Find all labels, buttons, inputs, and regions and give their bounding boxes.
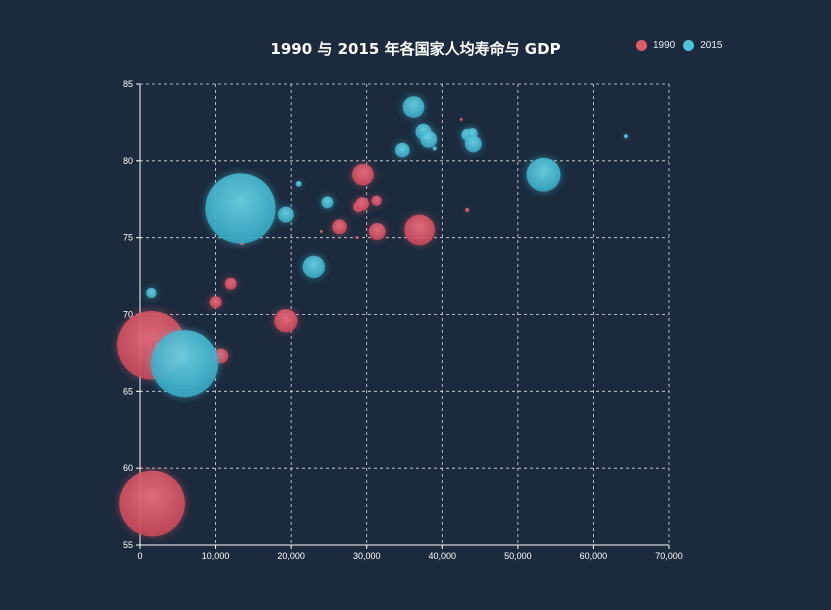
bubble-2015[interactable] — [321, 196, 334, 209]
data-points — [117, 96, 629, 537]
x-tick-label: 50,000 — [504, 551, 532, 561]
bubble-1990[interactable] — [274, 309, 298, 333]
bubble-1990[interactable] — [352, 163, 374, 186]
bubble-1990[interactable] — [459, 117, 463, 121]
bubble-2015[interactable] — [526, 157, 561, 192]
bubble-2015[interactable] — [151, 330, 219, 398]
bubble-1990[interactable] — [209, 296, 222, 309]
legend-label-1990: 1990 — [653, 40, 676, 51]
y-tick-label: 75 — [123, 233, 133, 243]
bubble-2015[interactable] — [394, 142, 410, 158]
bubble-2015[interactable] — [432, 146, 437, 151]
y-tick-label: 60 — [123, 463, 133, 473]
bubble-1990[interactable] — [224, 277, 237, 290]
chart-title: 1990 与 2015 年各国家人均寿命与 GDP — [270, 40, 561, 58]
x-tick-label: 60,000 — [580, 551, 608, 561]
bubble-2015[interactable] — [302, 255, 326, 279]
bubble-2015[interactable] — [402, 96, 425, 118]
bubble-2015[interactable] — [464, 135, 482, 153]
bubble-1990[interactable] — [368, 223, 386, 241]
x-tick-label: 70,000 — [655, 551, 683, 561]
bubble-2015[interactable] — [277, 206, 294, 223]
x-tick-label: 10,000 — [202, 551, 230, 561]
bubble-2015[interactable] — [623, 134, 629, 139]
y-tick-label: 85 — [123, 79, 133, 89]
legend: 1990 2015 — [636, 40, 731, 51]
y-tick-label: 55 — [123, 540, 133, 550]
y-tick-label: 80 — [123, 156, 133, 166]
x-tick-label: 40,000 — [429, 551, 457, 561]
legend-item-1990[interactable]: 1990 — [636, 40, 675, 51]
x-tick-label: 20,000 — [277, 551, 305, 561]
grid-lines — [140, 83, 670, 545]
bubble-2015[interactable] — [146, 287, 157, 299]
bubble-2015[interactable] — [420, 130, 438, 148]
axes: 0 10,000 20,000 30,000 40,000 50,000 60,000 70,… — [123, 79, 683, 561]
bubble-1990[interactable] — [355, 197, 369, 211]
bubble-1990[interactable] — [465, 207, 470, 213]
bubble-1990[interactable] — [332, 219, 347, 235]
bubble-2015[interactable] — [205, 173, 276, 244]
bubble-1990[interactable] — [355, 236, 359, 240]
bubble-1990[interactable] — [119, 470, 185, 537]
legend-marker-2015 — [683, 40, 695, 51]
legend-marker-1990 — [636, 40, 647, 51]
bubble-1990[interactable] — [319, 230, 323, 234]
y-tick-label: 70 — [123, 310, 133, 320]
bubble-1990[interactable] — [371, 195, 382, 206]
bubble-1990[interactable] — [404, 214, 435, 246]
bubble-2015[interactable] — [295, 180, 302, 187]
x-tick-label: 30,000 — [353, 551, 381, 561]
legend-label-2015: 2015 — [700, 40, 723, 51]
x-tick-label: 0 — [137, 551, 142, 561]
legend-item-2015[interactable]: 2015 — [683, 40, 723, 51]
y-tick-label: 65 — [123, 386, 133, 396]
